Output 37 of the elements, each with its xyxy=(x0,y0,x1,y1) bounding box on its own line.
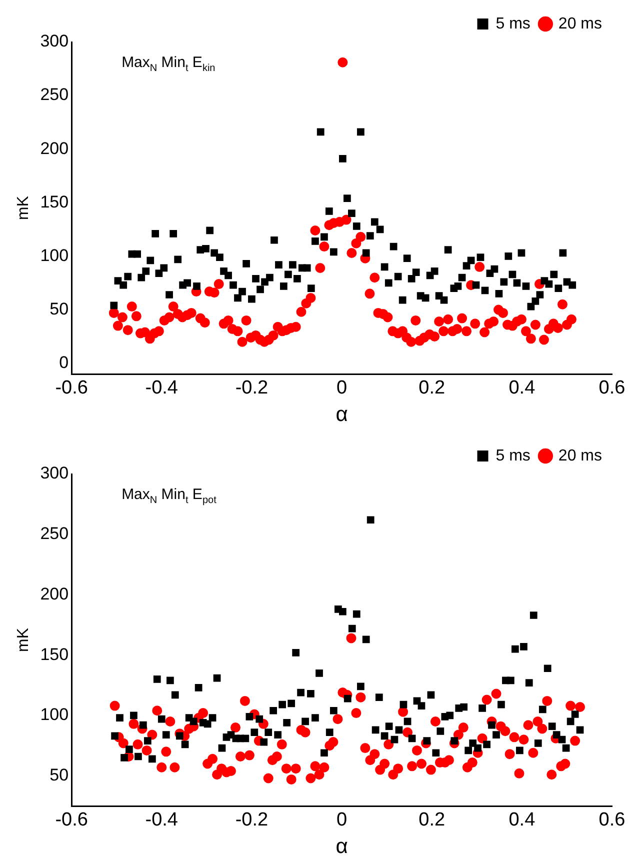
legend-label: 20 ms xyxy=(558,447,602,464)
legend-label: 5 ms xyxy=(496,15,530,32)
x-tick-label: 0.4 xyxy=(508,810,536,831)
y-tick-label: 100 xyxy=(40,246,69,265)
x-tick-label: 0.2 xyxy=(418,810,446,831)
y-tick-label: 0 xyxy=(59,352,69,372)
y-tick-label: 200 xyxy=(40,138,69,158)
y-tick-label: 100 xyxy=(40,705,69,724)
x-tick-label: -0.6 xyxy=(55,810,88,831)
x-tick-label: -0.6 xyxy=(55,378,88,399)
x-tick-label: 0 xyxy=(336,378,348,399)
y-tick-label: 300 xyxy=(40,464,69,483)
x-axis-title: α xyxy=(336,403,348,426)
y-axis-title: mK xyxy=(15,196,32,220)
y-tick-label: 50 xyxy=(50,766,69,785)
y-tick-label: 150 xyxy=(40,192,69,212)
legend-label: 5 ms xyxy=(496,447,530,464)
x-tick-label: 0.6 xyxy=(598,378,626,399)
x-tick-label: -0.4 xyxy=(145,810,178,831)
x-tick-label: 0.6 xyxy=(598,810,626,831)
x-tick-label: -0.2 xyxy=(235,378,268,399)
x-tick-label: 0 xyxy=(336,810,348,831)
y-tick-label: 250 xyxy=(40,85,69,104)
y-tick-label: 150 xyxy=(40,644,69,664)
y-tick-label: 250 xyxy=(40,524,69,544)
text: Max$_{N}$ Min$_{t}$ E$_{kin}$ xyxy=(122,54,216,74)
y-tick-label: 50 xyxy=(50,299,69,318)
x-tick-label: 0.2 xyxy=(418,378,446,399)
y-tick-label: 300 xyxy=(40,32,69,51)
y-axis-title: mK xyxy=(15,628,32,652)
x-axis-title: α xyxy=(336,835,348,858)
x-tick-label: 0.4 xyxy=(508,378,536,399)
x-tick-label: -0.4 xyxy=(145,378,178,399)
text: Max$_{N}$ Min$_{t}$ E$_{pot}$ xyxy=(122,486,216,506)
x-tick-label: -0.2 xyxy=(235,810,268,831)
legend-label: 20 ms xyxy=(558,15,602,32)
y-tick-label: 200 xyxy=(40,584,69,604)
